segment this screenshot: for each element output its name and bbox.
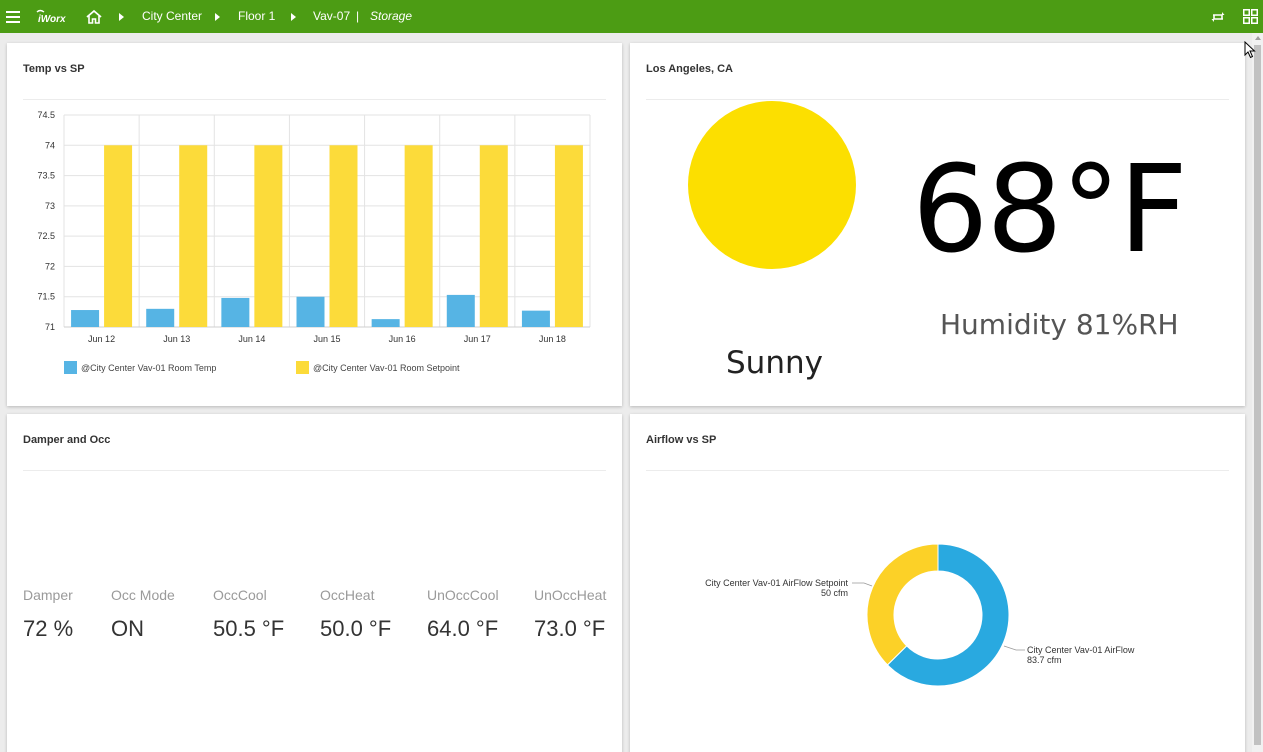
card-title: Temp vs SP [23,63,85,75]
occ-cool-value: 50.5 °F [213,616,285,641]
occ-heat-value: 50.0 °F [320,616,392,641]
room-temp-bar [146,308,175,327]
x-tick-label: Jun 16 [389,334,416,344]
unocc-cool-label: UnOccCool [427,587,499,603]
breadcrumb-arrow-icon [213,0,221,33]
legend-swatch [64,361,77,374]
y-tick-label: 71 [45,322,55,332]
temperature-value: 68°F [912,141,1188,280]
current-view-label: Storage [370,9,413,23]
scroll-up-arrow-icon[interactable] [1255,36,1261,40]
y-tick-label: 73.5 [37,171,55,181]
slice-label-name: City Center Vav-01 AirFlow [1027,645,1135,655]
breadcrumb-vav[interactable]: Vav-07 [313,9,351,23]
damper-label: Damper [23,587,73,603]
room-setpoint-bar [329,145,358,327]
unocc-cool-value: 64.0 °F [427,616,499,641]
mouse-cursor-icon [1244,41,1256,59]
y-tick-label: 74 [45,140,55,150]
breadcrumb-arrow-icon [117,0,125,33]
damper-value: 72 % [23,616,74,641]
weather-condition: Sunny [726,345,823,381]
label-leader-line [852,582,873,587]
iworx-logo[interactable]: iWorx [34,0,74,33]
room-temp-bar [221,297,250,327]
divider [646,99,1229,100]
airflow-vs-sp-card: Airflow vs SP City Center Vav-01 AirFlow… [630,414,1245,752]
card-title: Damper and Occ [23,434,111,446]
hamburger-menu-icon[interactable] [4,0,22,33]
divider [23,470,606,471]
page-scrollbar[interactable] [1252,33,1263,752]
logo-text: iWorx [38,14,66,25]
y-tick-label: 72.5 [37,231,55,241]
sun-icon [688,101,856,269]
weather-card: Los Angeles, CA 68°F Humidity 81%RH Sunn… [630,43,1245,406]
top-navigation-bar: iWorx City Center Floor 1 Vav-07 | Stora… [0,0,1263,33]
room-setpoint-bar [254,145,283,327]
room-setpoint-bar [479,145,508,327]
divider [23,99,606,100]
x-tick-label: Jun 12 [88,334,115,344]
room-temp-bar [446,294,475,327]
y-tick-label: 74.5 [37,110,55,120]
room-setpoint-bar [104,145,133,327]
room-temp-bar [371,319,400,327]
x-tick-label: Jun 13 [163,334,190,344]
breadcrumb-separator: | [356,9,360,23]
y-tick-label: 73 [45,201,55,211]
x-tick-label: Jun 17 [464,334,491,344]
unocc-heat-value: 73.0 °F [534,616,606,641]
label-leader-line [1003,645,1025,651]
y-tick-label: 72 [45,261,55,271]
legend-label: @City Center Vav-01 Room Setpoint [313,363,460,373]
room-temp-bar [296,296,325,327]
temp-bar-chart: 74.5 74 73.5 73 72.5 72 71.5 71 Jun 12 Jun 13 Jun … [37,110,591,374]
airflow-setpoint-slice [866,543,939,666]
x-tick-label: Jun 18 [539,334,566,344]
occ-heat-label: OccHeat [320,587,375,603]
card-title: Los Angeles, CA [646,63,733,75]
room-temp-bar [521,310,550,327]
breadcrumb-arrow-icon [289,0,297,33]
x-tick-label: Jun 15 [313,334,340,344]
x-tick-label: Jun 14 [238,334,265,344]
slice-label-value: 50 cfm [821,588,848,598]
damper-and-occ-card: Damper and Occ Damper 72 % Occ Mode ON O… [7,414,622,752]
temp-vs-sp-card: Temp vs SP 74.5 74 73.5 73 72.5 72 71.5 71 Jun 1… [7,43,622,406]
card-title: Airflow vs SP [646,434,717,446]
breadcrumb-floor[interactable]: Floor 1 [238,9,276,23]
room-setpoint-bar [179,145,208,327]
occ-mode-label: Occ Mode [111,587,175,603]
room-setpoint-bar [554,145,583,327]
occ-cool-label: OccCool [213,587,267,603]
legend-swatch [296,361,309,374]
occ-mode-value: ON [111,616,144,641]
legend-label: @City Center Vav-01 Room Temp [81,363,216,373]
slice-label-value: 83.7 cfm [1027,655,1062,665]
y-tick-label: 71.5 [37,292,55,302]
room-setpoint-bar [404,145,433,327]
grid-view-icon[interactable] [1240,0,1260,33]
room-temp-bar [71,310,100,327]
humidity-value: Humidity 81%RH [940,308,1179,341]
unocc-heat-label: UnOccHeat [534,587,607,603]
breadcrumb-city-center[interactable]: City Center [142,9,203,23]
airflow-slice [886,543,1010,687]
home-icon[interactable] [84,0,104,33]
slice-label-name: City Center Vav-01 AirFlow Setpoint [705,578,848,588]
swap-icon[interactable] [1208,0,1228,33]
divider [646,470,1229,471]
scrollbar-thumb[interactable] [1254,45,1261,745]
